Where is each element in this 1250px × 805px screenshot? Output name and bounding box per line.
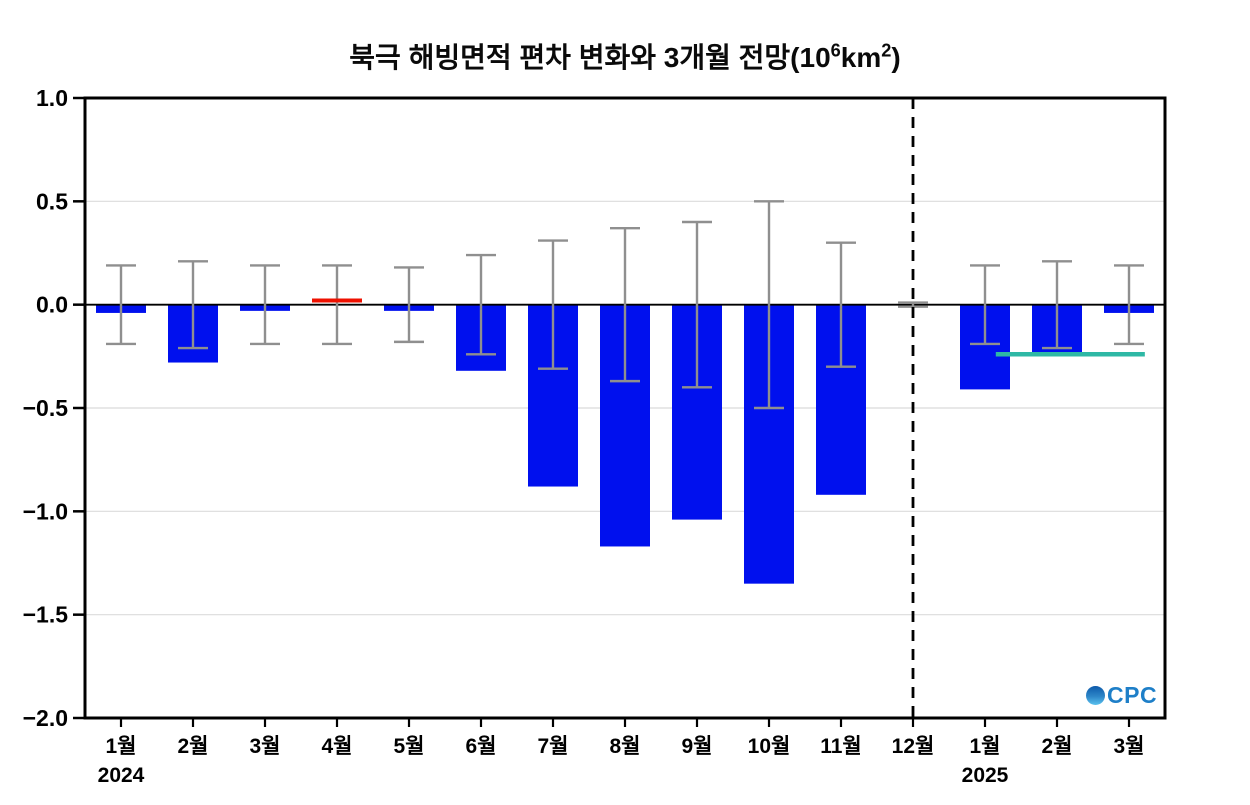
x-tick-label: 8월 [610,735,641,758]
x-tick-label: 2월 [1042,735,1073,758]
y-tick-label: 0.0 [36,292,68,318]
chart-title-close-paren: ) [891,42,901,73]
chart-title-superscript-2: 2 [881,40,892,61]
y-tick-label: −2.0 [23,705,68,731]
y-tick-label: −1.5 [23,602,69,628]
x-tick-label: 12월 [892,735,935,758]
y-tick-label: 0.5 [36,188,68,214]
x-tick-label: 1월 [106,735,137,758]
chart-title-superscript-6: 6 [830,40,841,61]
x-tick-label: 10월 [748,735,791,758]
chart-title: 북극 해빙면적 편차 변화와 3개월 전망(106km2) [85,36,1165,76]
year-label: 2025 [962,764,1009,787]
x-tick-label: 7월 [538,735,569,758]
x-tick-label: 2월 [178,735,209,758]
ocpc-logo: CPC [1086,682,1157,709]
x-tick-label: 11월 [820,735,862,758]
x-tick-label: 3월 [250,735,281,758]
y-tick-label: −1.0 [23,498,68,524]
x-tick-label: 5월 [394,735,425,758]
ocpc-logo-text: CPC [1107,682,1158,708]
y-tick-label: −0.5 [23,395,69,421]
chart-title-text: 북극 해빙면적 편차 변화와 3개월 전망(10 [349,42,831,73]
year-label: 2024 [98,764,145,787]
chart-title-unit: km [840,42,882,73]
ocpc-globe-icon [1086,686,1105,705]
y-tick-label: 1.0 [36,85,68,111]
x-tick-label: 6월 [466,735,497,758]
x-tick-label: 3월 [1114,735,1145,758]
x-tick-label: 9월 [682,735,713,758]
x-tick-label: 4월 [322,735,353,758]
x-tick-label: 1월 [970,735,1001,758]
